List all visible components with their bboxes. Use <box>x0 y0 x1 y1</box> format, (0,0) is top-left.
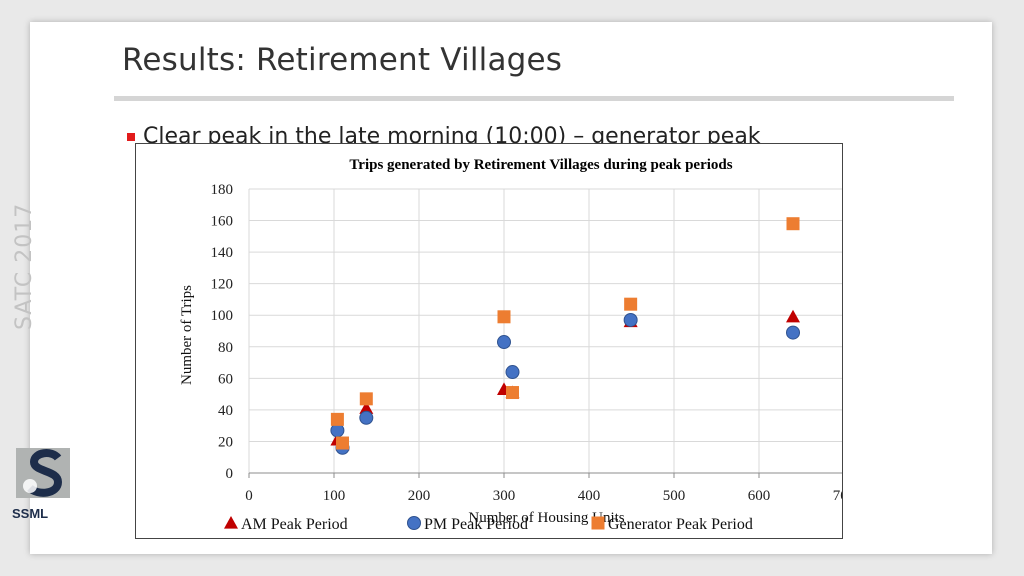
ssml-logo: SSML <box>12 446 78 526</box>
y-tick-label: 160 <box>211 214 234 230</box>
am-peak-period-point <box>359 401 374 414</box>
generator-peak-period-legend-label: Generator Peak Period <box>608 516 753 533</box>
x-tick-label: 300 <box>493 488 516 504</box>
y-axis-label: Number of Trips <box>179 285 195 385</box>
generator-peak-period-point <box>624 297 638 311</box>
y-tick-label: 180 <box>211 182 234 198</box>
pm-peak-period-legend-label: PM Peak Period <box>424 516 528 533</box>
pm-peak-period-point <box>505 365 520 380</box>
y-tick-label: 140 <box>211 245 234 261</box>
y-tick-label: 120 <box>211 277 234 293</box>
pm-peak-period-point <box>623 312 638 327</box>
generator-peak-period-point <box>497 310 511 324</box>
x-tick-label: 500 <box>663 488 686 504</box>
pm-peak-period-point <box>359 410 374 425</box>
chart-frame: Trips generated by Retirement Villages d… <box>135 143 843 539</box>
logo-text: SSML <box>12 506 49 521</box>
pm-peak-period-legend-marker <box>407 516 421 530</box>
y-tick-label: 60 <box>218 371 233 387</box>
x-tick-label: 700 <box>833 488 842 504</box>
am-peak-period-legend-marker <box>224 516 238 529</box>
generator-peak-period-point <box>359 392 373 406</box>
y-tick-label: 20 <box>218 434 233 450</box>
ssml-logo-icon <box>16 448 70 498</box>
x-tick-label: 100 <box>323 488 346 504</box>
generator-peak-period-legend-marker <box>591 516 605 530</box>
slide-title: Results: Retirement Villages <box>122 42 563 78</box>
am-peak-period-legend-label: AM Peak Period <box>241 516 348 533</box>
x-axis-label: Number of Housing Units <box>468 510 624 526</box>
y-tick-label: 80 <box>218 340 233 356</box>
generator-peak-period-point <box>786 217 800 231</box>
generator-peak-period-point <box>336 436 349 450</box>
scatter-chart: Trips generated by Retirement Villages d… <box>179 157 842 533</box>
am-peak-period-point <box>786 309 800 323</box>
generator-peak-period-point <box>330 412 344 426</box>
x-tick-label: 600 <box>748 488 771 504</box>
y-tick-label: 100 <box>211 308 234 324</box>
title-divider <box>114 96 954 101</box>
generator-peak-period-point <box>506 386 519 400</box>
x-tick-label: 0 <box>245 488 253 504</box>
y-tick-label: 40 <box>218 403 233 419</box>
conference-label: SATC 2017 <box>12 202 37 330</box>
pm-peak-period-point <box>497 335 511 350</box>
bullet-marker-icon <box>127 133 135 141</box>
chart-title: Trips generated by Retirement Villages d… <box>349 157 732 173</box>
x-tick-label: 200 <box>408 488 431 504</box>
pm-peak-period-point <box>786 325 800 340</box>
x-tick-label: 400 <box>578 488 601 504</box>
y-tick-label: 0 <box>226 466 234 482</box>
